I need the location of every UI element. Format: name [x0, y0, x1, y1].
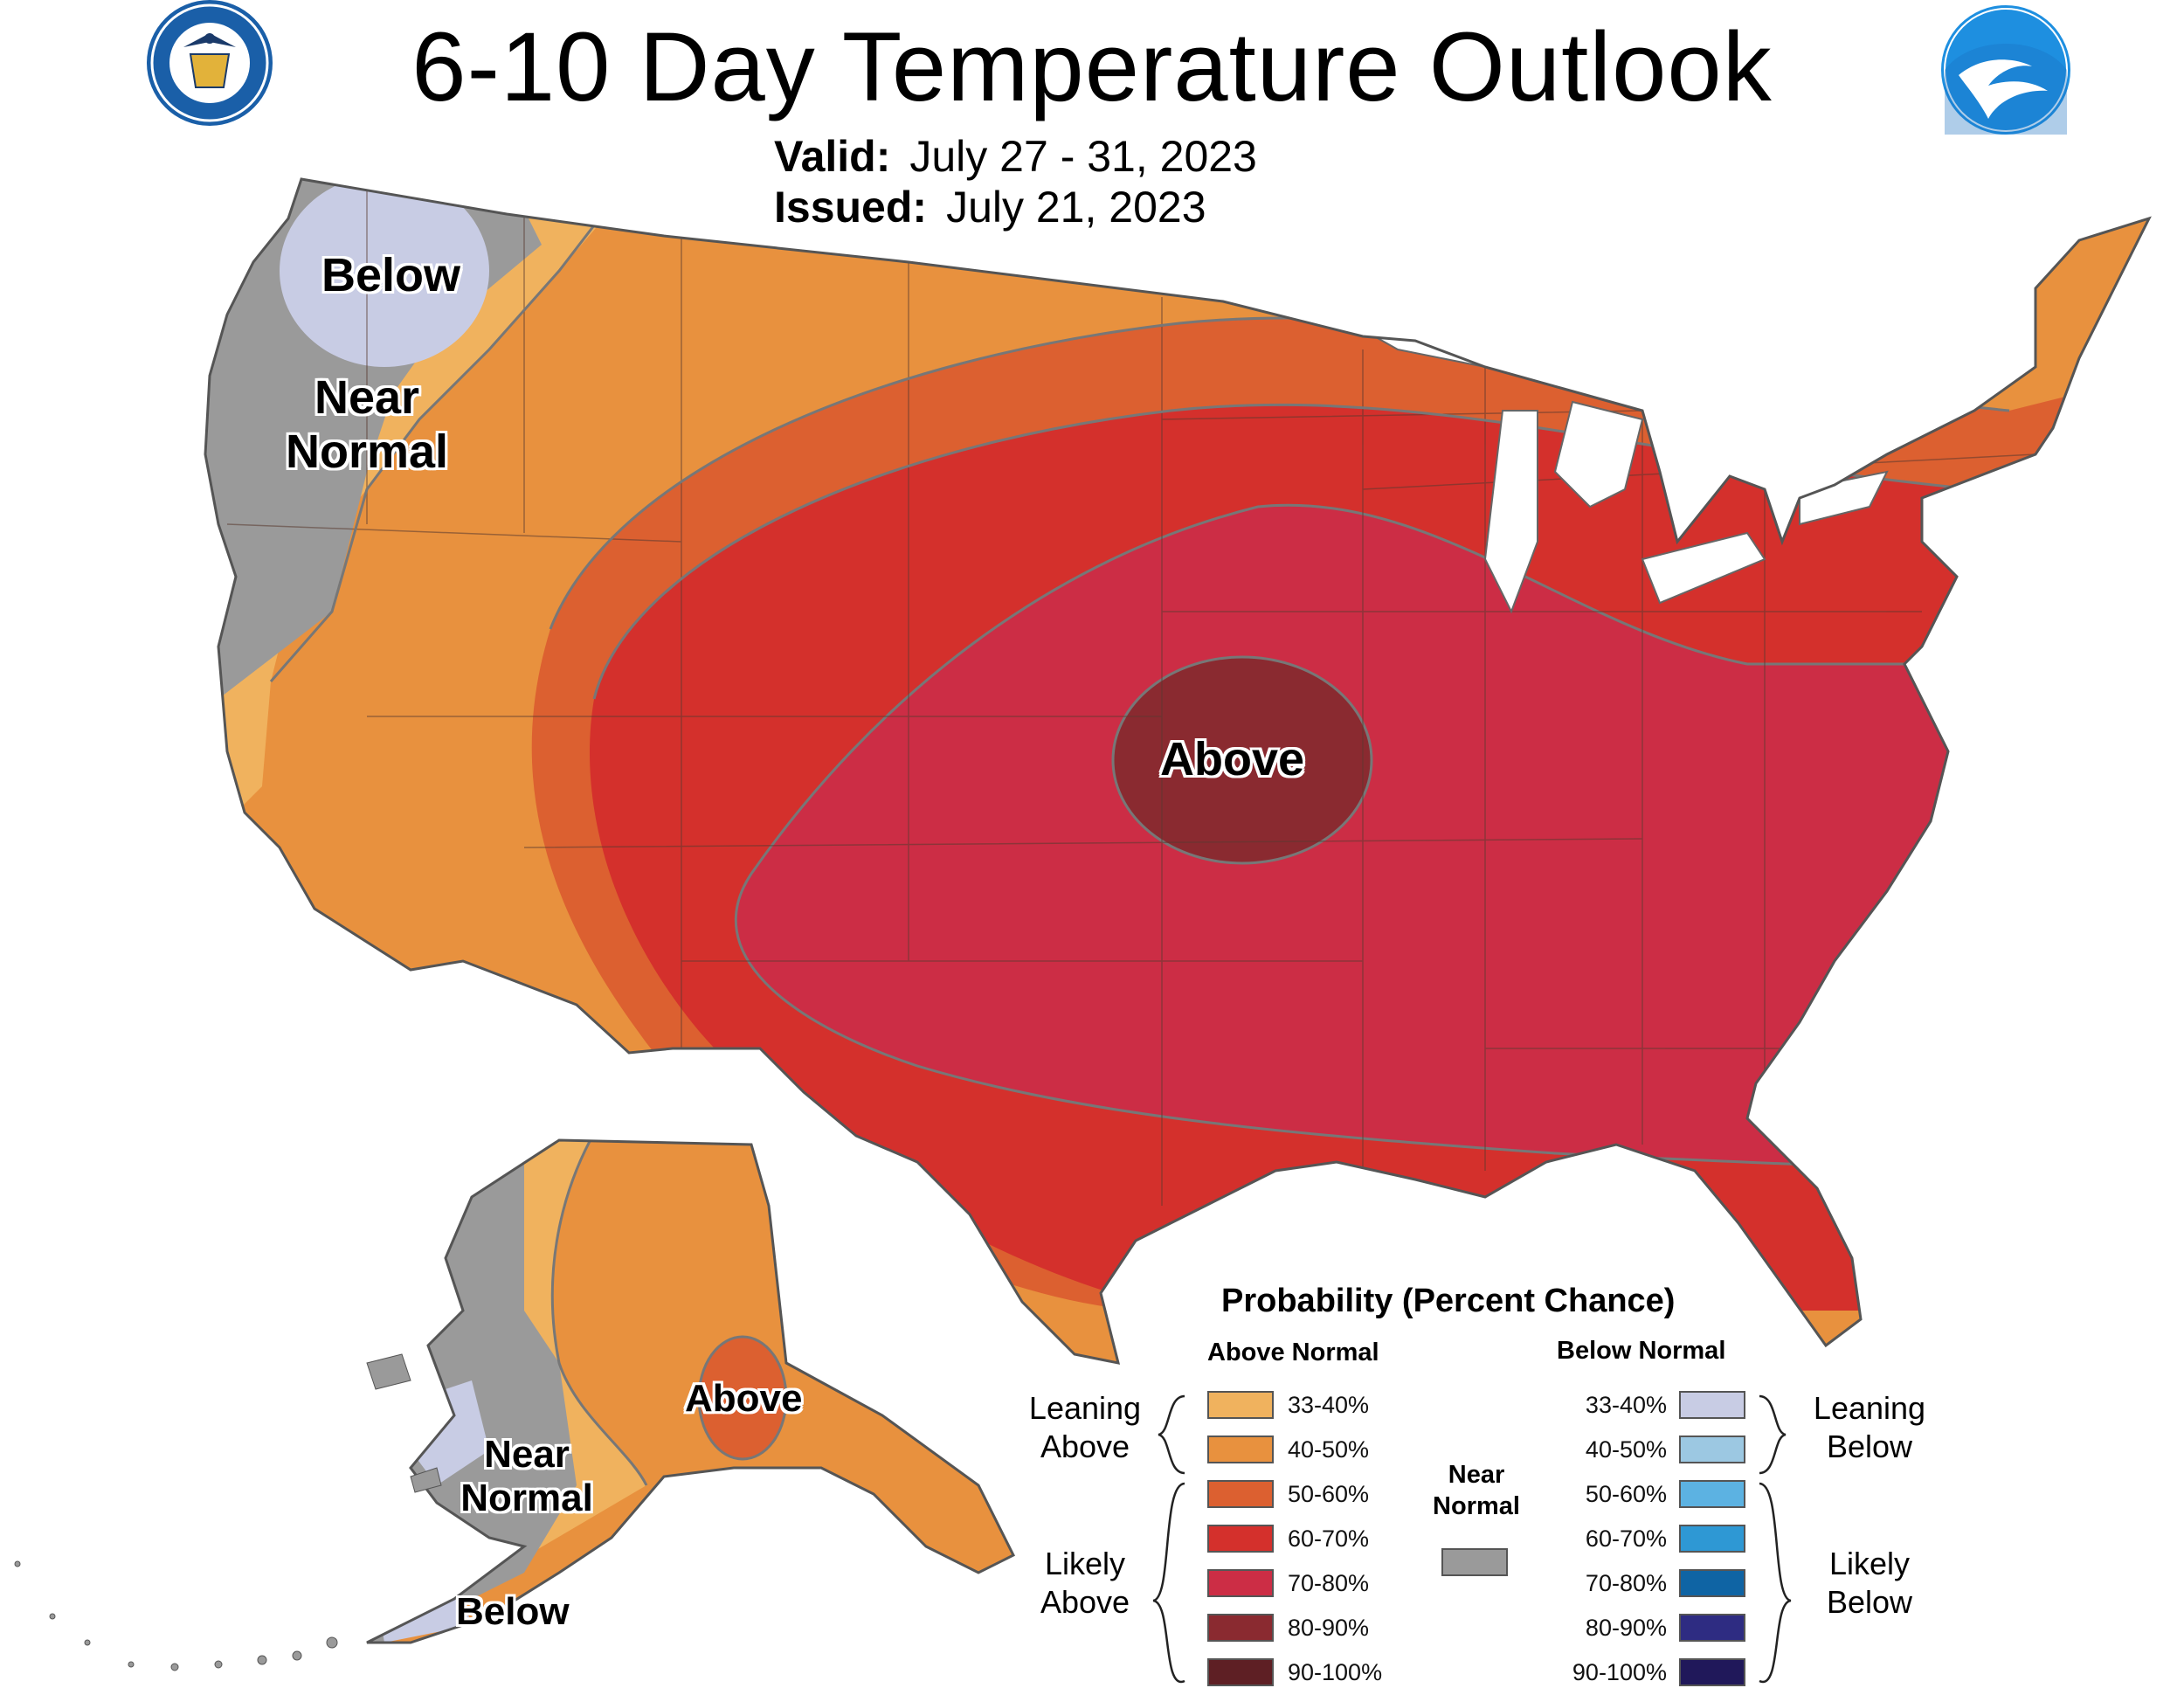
label-nw-near-normal: Near Normal — [262, 370, 472, 479]
legend-below-swatch-6 — [1679, 1658, 1745, 1686]
issued-label: Issued: — [774, 183, 928, 232]
legend-leaning-below-line1: Leaning — [1813, 1390, 1926, 1426]
legend-above-swatch-5 — [1207, 1614, 1274, 1642]
legend-below-label-2: 50-60% — [1585, 1481, 1667, 1507]
legend-below-label-6: 90-100% — [1572, 1659, 1667, 1685]
legend-above-label-2: 50-60% — [1288, 1481, 1370, 1507]
legend-below-swatch-4 — [1679, 1569, 1745, 1597]
aleutian-islands — [14, 1353, 442, 1671]
legend-below-swatch-3 — [1679, 1525, 1745, 1553]
date-block: Valid: July 27 - 31, 2023 Issued: July 21,… — [774, 131, 1257, 232]
legend-near-normal-swatch — [1441, 1548, 1508, 1576]
legend-leaning-above-line2: Above — [1040, 1429, 1130, 1464]
legend-above-label-6: 90-100% — [1288, 1659, 1383, 1685]
label-ak-near-normal: Near Normal — [453, 1433, 601, 1520]
legend-below-label-5: 80-90% — [1585, 1615, 1667, 1641]
legend-likely-above-line1: Likely — [1044, 1546, 1126, 1581]
legend-below-swatch-1 — [1679, 1435, 1745, 1463]
legend-above-swatch-2 — [1207, 1480, 1274, 1508]
legend-likely-below-line2: Below — [1826, 1584, 1913, 1620]
legend-leaning-above: Leaning Above — [1015, 1389, 1155, 1466]
legend-below-swatch-2 — [1679, 1480, 1745, 1508]
valid-label: Valid: — [774, 132, 891, 181]
legend-near-normal-label: Near Normal — [1415, 1459, 1538, 1522]
legend-below-label-1: 40-50% — [1585, 1436, 1667, 1463]
legend-near-line1: Near — [1448, 1461, 1505, 1489]
legend-above-label-1: 40-50% — [1288, 1436, 1370, 1463]
label-ak-near: Near — [484, 1433, 570, 1476]
legend-leaning-below-line2: Below — [1826, 1429, 1913, 1464]
page-title: 6-10 Day Temperature Outlook — [411, 12, 1773, 121]
legend-above-swatch-6 — [1207, 1658, 1274, 1686]
legend-below-label-3: 60-70% — [1585, 1525, 1667, 1552]
legend-above-label-4: 70-80% — [1288, 1570, 1370, 1596]
legend-near-line2: Normal — [1433, 1492, 1520, 1520]
legend-leaning-below: Leaning Below — [1800, 1389, 1939, 1466]
legend-above-swatch-0 — [1207, 1391, 1274, 1419]
noaa-logo — [1941, 5, 2070, 135]
legend-above-swatch-4 — [1207, 1569, 1274, 1597]
label-nw-near: Near — [314, 371, 420, 424]
legend-likely-above: Likely Above — [1015, 1545, 1155, 1622]
legend-below-swatch-0 — [1679, 1391, 1745, 1419]
legend-above-label-3: 60-70% — [1288, 1525, 1370, 1552]
legend-below-swatch-5 — [1679, 1614, 1745, 1642]
legend-below-header: Below Normal — [1557, 1337, 1726, 1365]
legend-likely-below-line1: Likely — [1828, 1546, 1911, 1581]
legend-likely-above-line2: Above — [1040, 1584, 1130, 1620]
legend-below-label-4: 70-80% — [1585, 1570, 1667, 1596]
legend-below-label-0: 33-40% — [1585, 1392, 1667, 1418]
legend-likely-below: Likely Below — [1800, 1545, 1939, 1622]
label-nw-normal: Normal — [285, 425, 449, 478]
legend-above-header: Above Normal — [1207, 1339, 1379, 1366]
conus-outline — [204, 177, 2152, 1365]
alaska-outline — [366, 1138, 1016, 1644]
label-ak-below: Below — [456, 1590, 570, 1633]
legend-leaning-above-line1: Leaning — [1028, 1390, 1142, 1426]
legend-above-swatch-3 — [1207, 1525, 1274, 1553]
legend-above-swatch-1 — [1207, 1435, 1274, 1463]
label-nw-below: Below — [321, 249, 461, 301]
issued-date: July 21, 2023 — [946, 183, 1206, 232]
legend-title: Probability (Percent Chance) — [1221, 1283, 1676, 1319]
commerce-seal-logo — [147, 0, 273, 126]
valid-dates: July 27 - 31, 2023 — [909, 132, 1257, 181]
label-ak-normal: Normal — [460, 1477, 593, 1519]
label-ak-above: Above — [685, 1377, 803, 1420]
label-center-above: Above — [1160, 733, 1305, 785]
legend-above-label-5: 80-90% — [1288, 1615, 1370, 1641]
legend-above-label-0: 33-40% — [1288, 1392, 1370, 1418]
